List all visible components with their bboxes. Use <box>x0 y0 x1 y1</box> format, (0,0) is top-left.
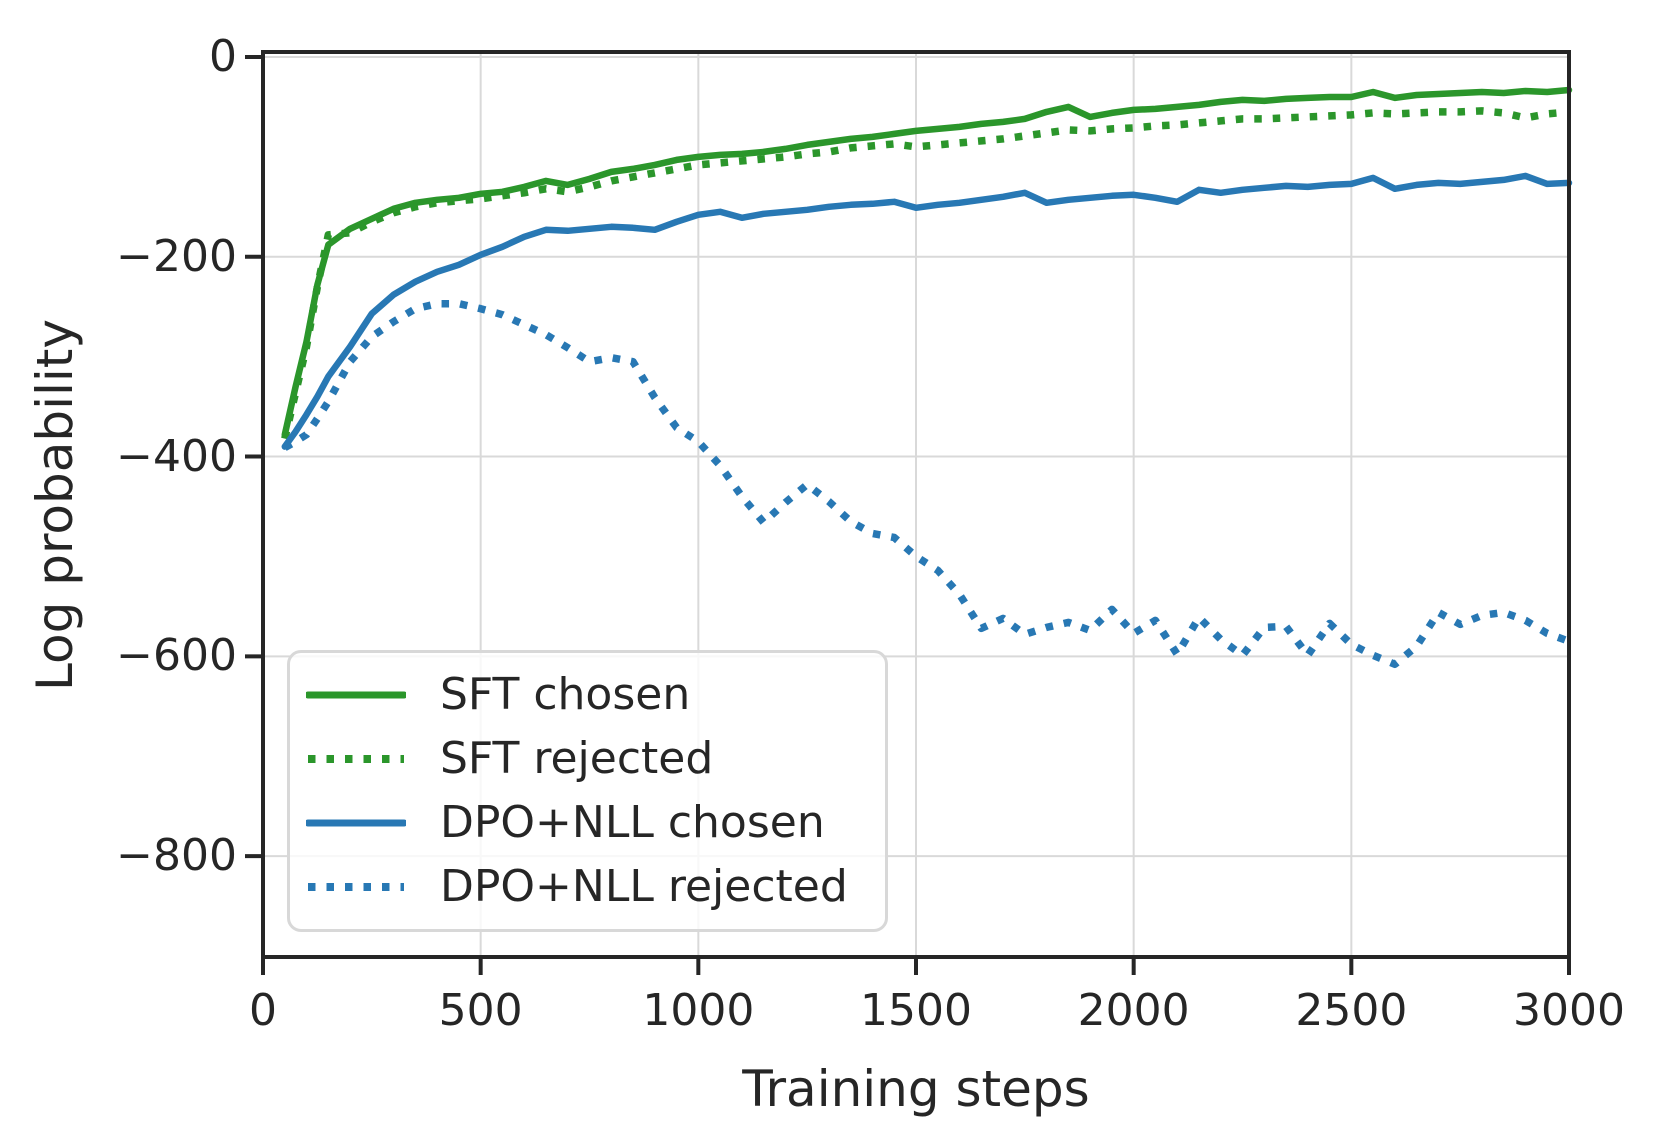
legend-line-sample-dpo-nll-chosen <box>306 819 406 827</box>
axis-tick-marks <box>245 54 1571 975</box>
legend-label: DPO+NLL rejected <box>440 861 848 912</box>
x-tick-label: 500 <box>438 985 523 1036</box>
series-line-dpo-nll-chosen <box>281 172 1573 450</box>
legend-item: DPO+NLL chosen <box>306 792 875 854</box>
legend-item: DPO+NLL rejected <box>306 856 875 918</box>
y-tick-label: −600 <box>116 630 237 682</box>
y-axis-title: Log probability <box>26 319 84 691</box>
legend-label: SFT chosen <box>440 669 691 720</box>
x-tick-label: 1500 <box>860 985 972 1036</box>
legend-line-sample-sft-rejected <box>308 755 404 763</box>
x-tick-label: 2000 <box>1077 985 1190 1036</box>
x-tick-label: 0 <box>249 985 277 1036</box>
y-tick-label: 0 <box>209 30 237 82</box>
x-axis-title: Training steps <box>742 1060 1090 1118</box>
series-line-dpo-nll-rejected <box>282 299 1571 669</box>
data-series-lines <box>281 86 1573 669</box>
legend-label: SFT rejected <box>440 733 714 784</box>
y-tick-label: −400 <box>116 430 237 482</box>
x-tick-label: 1000 <box>642 985 755 1036</box>
legend-item: SFT rejected <box>306 728 875 790</box>
x-tick-label: 3000 <box>1513 985 1625 1036</box>
legend-line-sample-sft-chosen <box>306 691 406 699</box>
y-tick-label: −800 <box>116 830 237 882</box>
legend-label: DPO+NLL chosen <box>440 797 825 848</box>
series-line-sft-rejected <box>281 107 1570 440</box>
legend: SFT chosen SFT rejected DPO+NLL chosen D… <box>287 650 888 932</box>
legend-item: SFT chosen <box>306 664 875 726</box>
legend-line-sample-dpo-nll-rejected <box>308 883 404 891</box>
series-line-sft-chosen <box>281 86 1573 438</box>
x-tick-label: 2500 <box>1295 985 1408 1036</box>
y-tick-label: −200 <box>116 230 237 282</box>
